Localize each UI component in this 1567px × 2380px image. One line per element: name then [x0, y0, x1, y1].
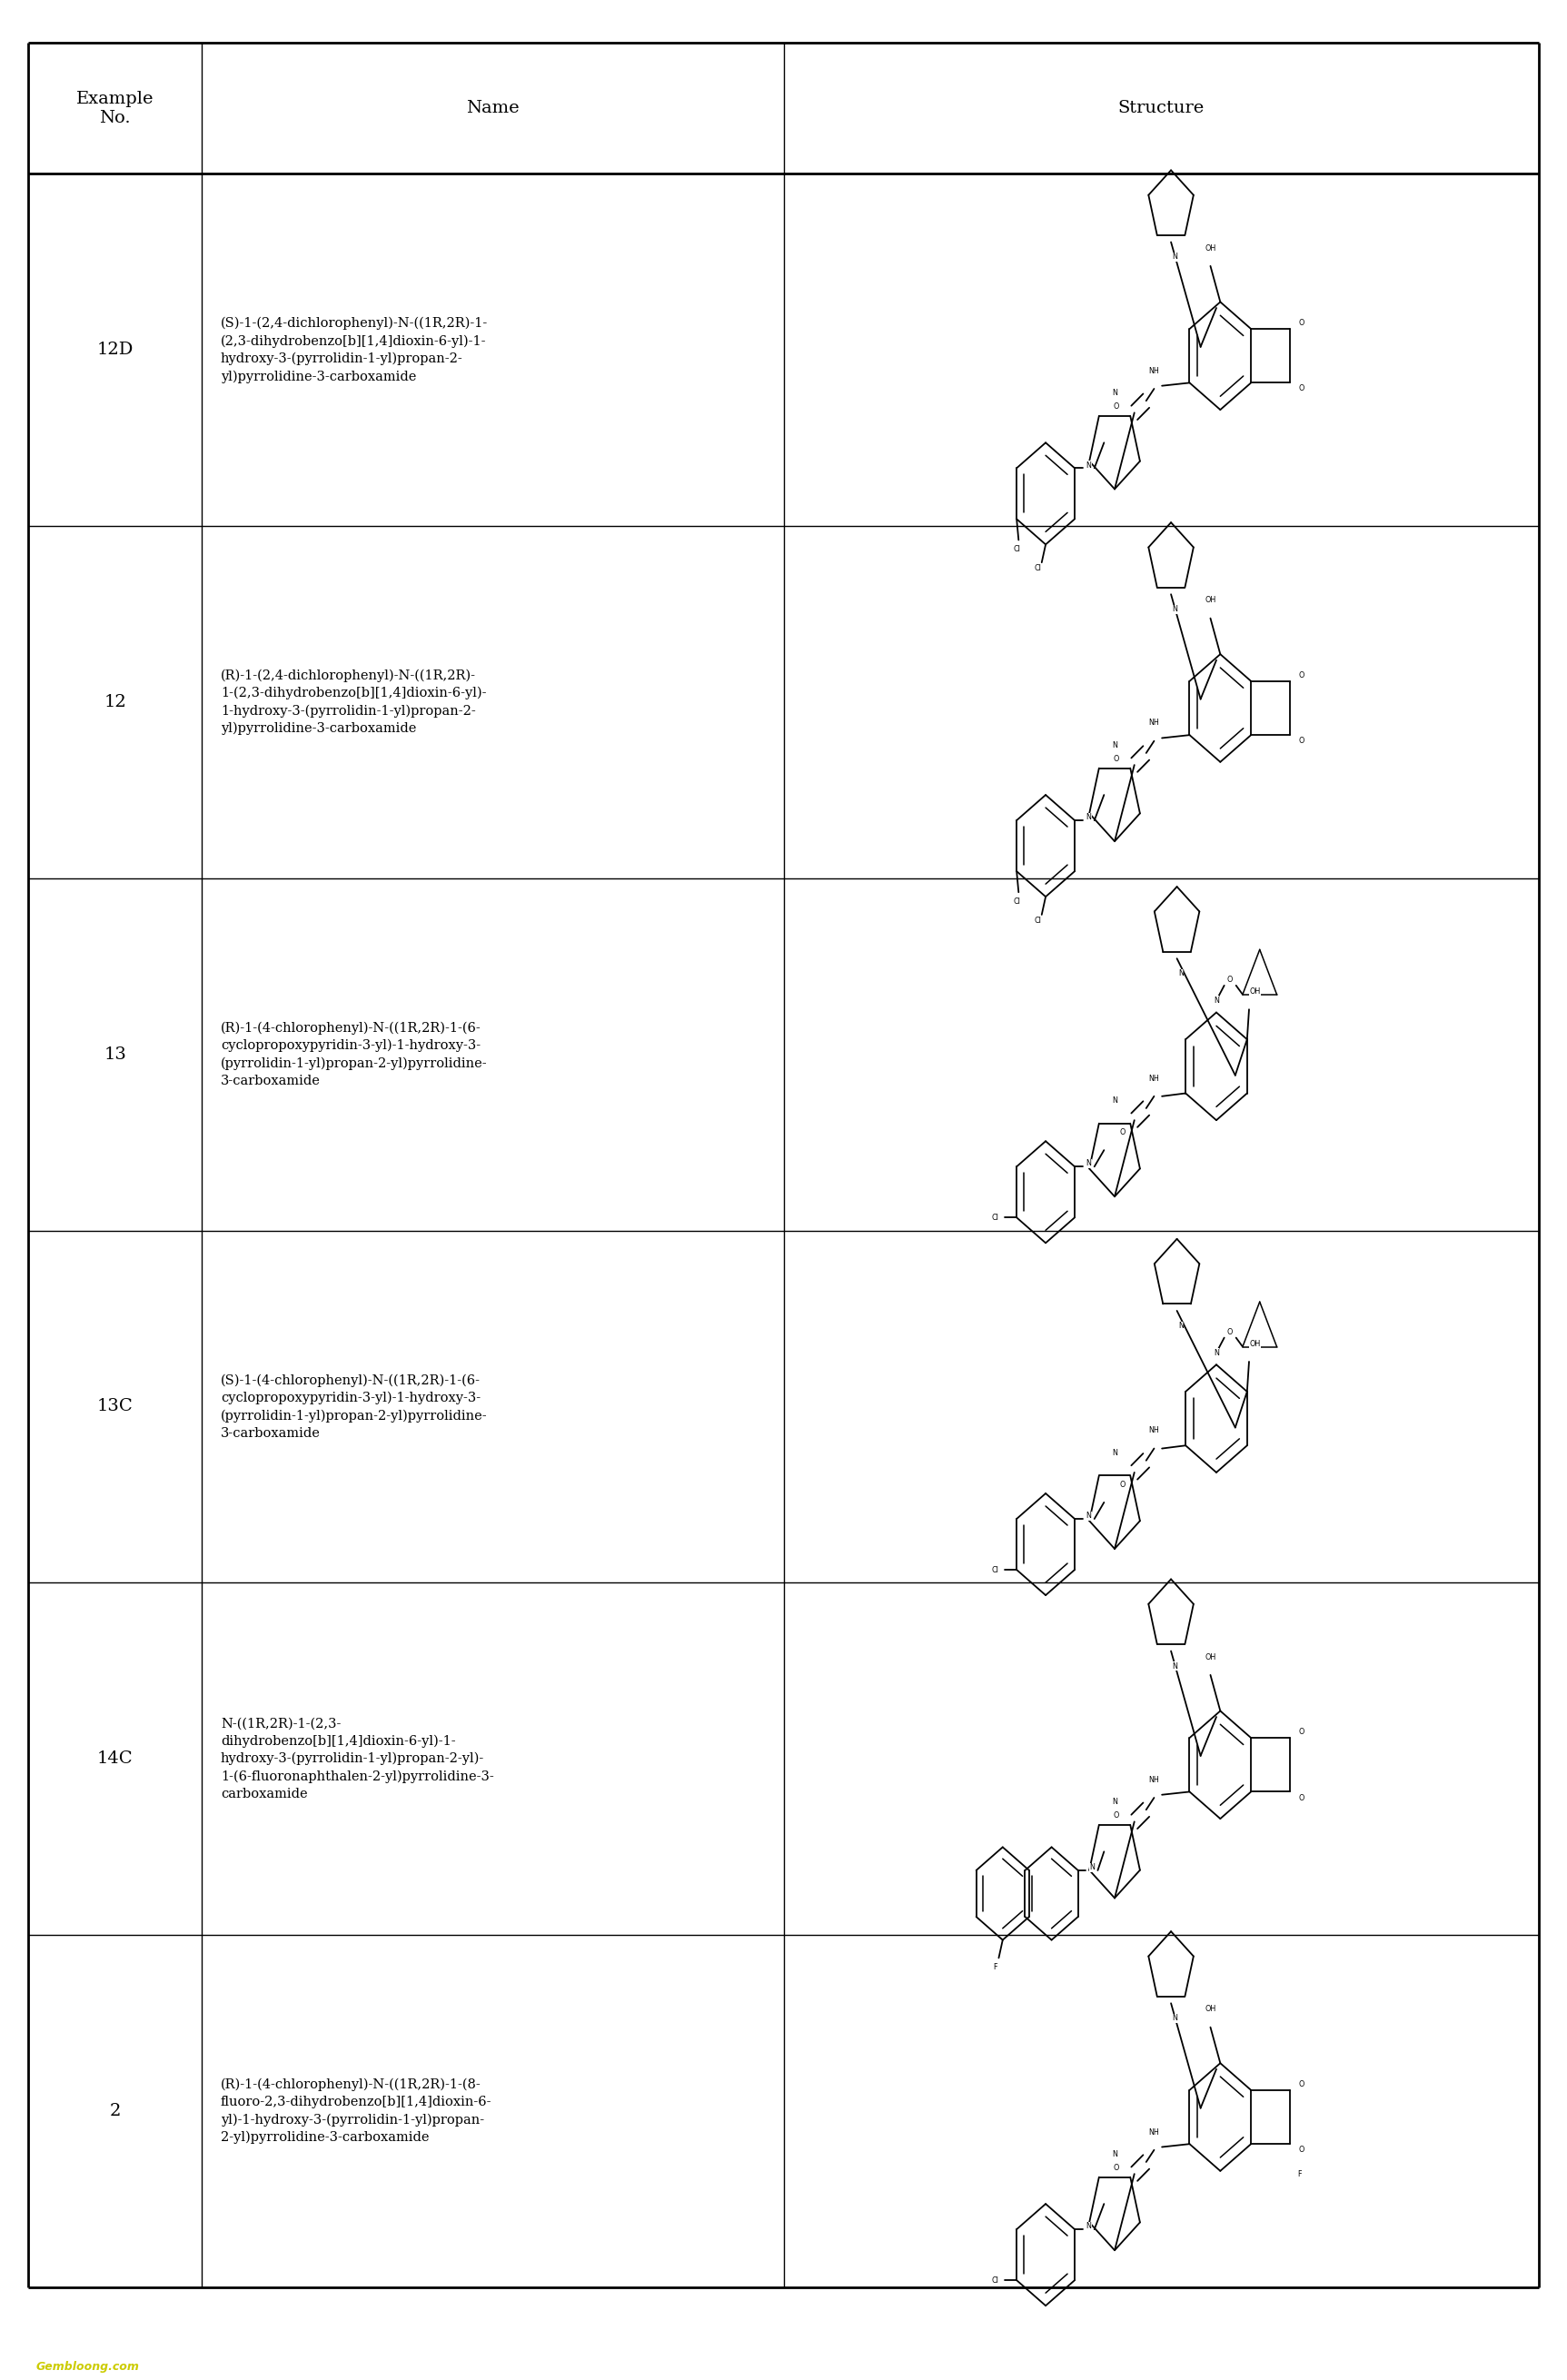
Text: NH: NH — [1149, 1073, 1160, 1083]
Text: Cl: Cl — [1034, 564, 1042, 574]
Text: F: F — [1297, 2171, 1302, 2178]
Text: (S)-1-(2,4-dichlorophenyl)-N-((1R,2R)-1-
(2,3-dihydrobenzo[b][1,4]dioxin-6-yl)-1: (S)-1-(2,4-dichlorophenyl)-N-((1R,2R)-1-… — [221, 317, 487, 383]
Text: Cl: Cl — [992, 1214, 998, 1221]
Text: OH: OH — [1249, 988, 1260, 995]
Text: O: O — [1113, 2163, 1119, 2173]
Text: Cl: Cl — [992, 2275, 998, 2285]
Text: O: O — [1120, 1480, 1125, 1488]
Text: N: N — [1113, 390, 1117, 397]
Text: N: N — [1113, 1097, 1117, 1104]
Text: 2: 2 — [110, 2104, 121, 2118]
Text: N: N — [1172, 1661, 1178, 1671]
Text: NH: NH — [1149, 1775, 1160, 1785]
Text: 13: 13 — [103, 1047, 127, 1061]
Text: N: N — [1086, 1159, 1091, 1169]
Text: O: O — [1120, 1128, 1125, 1135]
Text: N: N — [1113, 1449, 1117, 1457]
Text: N: N — [1113, 743, 1117, 750]
Text: 12: 12 — [103, 695, 127, 709]
Text: Structure: Structure — [1117, 100, 1205, 117]
Text: O: O — [1299, 1795, 1305, 1802]
Text: O: O — [1299, 319, 1305, 326]
Text: Cl: Cl — [992, 1566, 998, 1573]
Text: O: O — [1113, 754, 1119, 764]
Text: N: N — [1178, 969, 1183, 978]
Text: N: N — [1214, 997, 1219, 1004]
Text: N: N — [1086, 814, 1091, 821]
Text: O: O — [1227, 1328, 1233, 1335]
Text: N: N — [1113, 2152, 1117, 2159]
Text: O: O — [1299, 738, 1305, 745]
Text: 14C: 14C — [97, 1752, 133, 1766]
Text: Gembloong.com: Gembloong.com — [36, 2361, 139, 2373]
Text: OH: OH — [1249, 1340, 1260, 1347]
Text: N-((1R,2R)-1-(2,3-
dihydrobenzo[b][1,4]dioxin-6-yl)-1-
hydroxy-3-(pyrrolidin-1-y: N-((1R,2R)-1-(2,3- dihydrobenzo[b][1,4]d… — [221, 1718, 494, 1799]
Text: O: O — [1299, 1728, 1305, 1735]
Text: N: N — [1172, 252, 1178, 262]
Text: Cl: Cl — [1012, 897, 1020, 904]
Text: O: O — [1227, 976, 1233, 983]
Text: Cl: Cl — [1012, 545, 1020, 552]
Text: (R)-1-(2,4-dichlorophenyl)-N-((1R,2R)-
1-(2,3-dihydrobenzo[b][1,4]dioxin-6-yl)-
: (R)-1-(2,4-dichlorophenyl)-N-((1R,2R)- 1… — [221, 669, 486, 735]
Text: 12D: 12D — [97, 343, 133, 357]
Text: N: N — [1178, 1321, 1183, 1330]
Text: O: O — [1299, 2080, 1305, 2087]
Text: Cl: Cl — [1034, 916, 1042, 926]
Text: N: N — [1172, 605, 1178, 614]
Text: N: N — [1086, 462, 1091, 469]
Text: O: O — [1299, 386, 1305, 393]
Text: OH: OH — [1205, 245, 1216, 252]
Text: (R)-1-(4-chlorophenyl)-N-((1R,2R)-1-(6-
cyclopropoxypyridin-3-yl)-1-hydroxy-3-
(: (R)-1-(4-chlorophenyl)-N-((1R,2R)-1-(6- … — [221, 1021, 487, 1088]
Text: O: O — [1113, 1811, 1119, 1821]
Text: NH: NH — [1149, 1426, 1160, 1435]
Text: NH: NH — [1149, 367, 1160, 376]
Text: Example
No.: Example No. — [77, 90, 154, 126]
Text: (S)-1-(4-chlorophenyl)-N-((1R,2R)-1-(6-
cyclopropoxypyridin-3-yl)-1-hydroxy-3-
(: (S)-1-(4-chlorophenyl)-N-((1R,2R)-1-(6- … — [221, 1373, 487, 1440]
Text: N: N — [1214, 1349, 1219, 1357]
Text: OH: OH — [1205, 2006, 1216, 2013]
Text: O: O — [1299, 671, 1305, 678]
Text: O: O — [1113, 402, 1119, 412]
Text: OH: OH — [1205, 597, 1216, 605]
Text: F: F — [993, 1964, 997, 1971]
Text: N: N — [1172, 2013, 1178, 2023]
Text: NH: NH — [1149, 2128, 1160, 2137]
Text: N: N — [1086, 1511, 1091, 1521]
Text: Name: Name — [465, 100, 519, 117]
Text: (R)-1-(4-chlorophenyl)-N-((1R,2R)-1-(8-
fluoro-2,3-dihydrobenzo[b][1,4]dioxin-6-: (R)-1-(4-chlorophenyl)-N-((1R,2R)-1-(8- … — [221, 2078, 492, 2144]
Text: O: O — [1299, 2147, 1305, 2154]
Text: N: N — [1089, 1864, 1094, 1871]
Text: OH: OH — [1205, 1654, 1216, 1661]
Text: 13C: 13C — [97, 1399, 133, 1414]
Text: N: N — [1113, 1799, 1117, 1806]
Text: NH: NH — [1149, 719, 1160, 728]
Text: N: N — [1086, 2223, 1091, 2230]
